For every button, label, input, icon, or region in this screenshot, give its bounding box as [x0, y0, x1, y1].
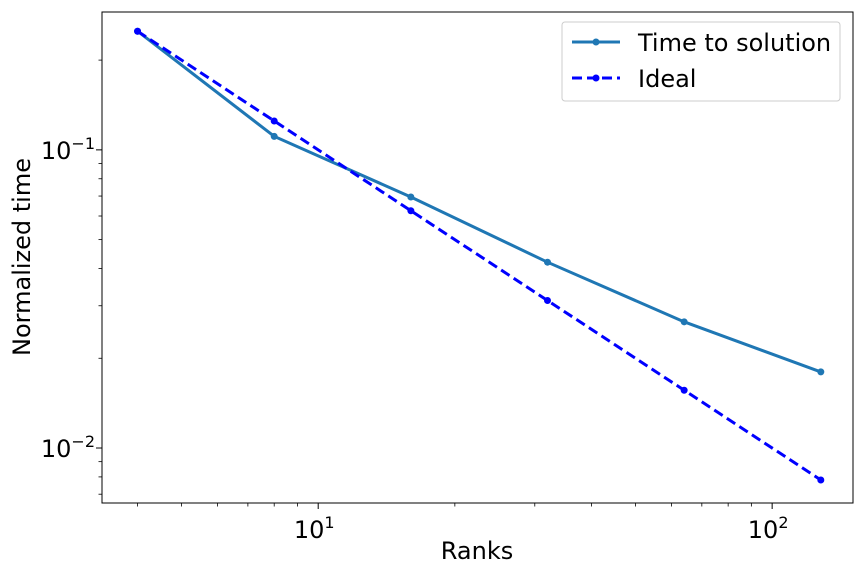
series-line-ideal	[136, 29, 822, 482]
legend-label-ideal: Ideal	[638, 65, 696, 93]
data-point-time-to-solution	[544, 258, 552, 266]
data-point-ideal	[544, 296, 552, 304]
data-point-ideal	[407, 207, 415, 215]
data-point-ideal	[270, 117, 278, 125]
data-point-time-to-solution	[407, 193, 415, 201]
data-point-ideal	[680, 386, 688, 394]
y-tick-label: 10−1	[41, 134, 95, 165]
legend-marker-time-to-solution	[592, 38, 600, 46]
data-point-time-to-solution	[817, 368, 825, 376]
data-point-ideal	[134, 27, 142, 35]
major-ticks: 101 102 10−1 10−2	[41, 134, 789, 544]
series-group	[134, 27, 825, 484]
legend: Time to solution Ideal	[561, 21, 841, 102]
x-tick-label: 101	[294, 513, 335, 544]
x-axis-label: Ranks	[441, 537, 513, 565]
y-tick-label: 10−2	[41, 432, 95, 463]
legend-marker-ideal	[592, 74, 600, 82]
minor-ticks	[98, 59, 752, 507]
series-line-time-to-solution	[136, 30, 822, 374]
y-axis-label: Normalized time	[8, 158, 36, 356]
data-point-ideal	[817, 476, 825, 484]
legend-label-time-to-solution: Time to solution	[637, 29, 831, 57]
x-tick-label: 102	[748, 513, 789, 544]
data-point-time-to-solution	[680, 318, 688, 326]
legend-box	[561, 21, 841, 102]
plot-frame	[101, 11, 854, 504]
data-point-time-to-solution	[270, 132, 278, 140]
